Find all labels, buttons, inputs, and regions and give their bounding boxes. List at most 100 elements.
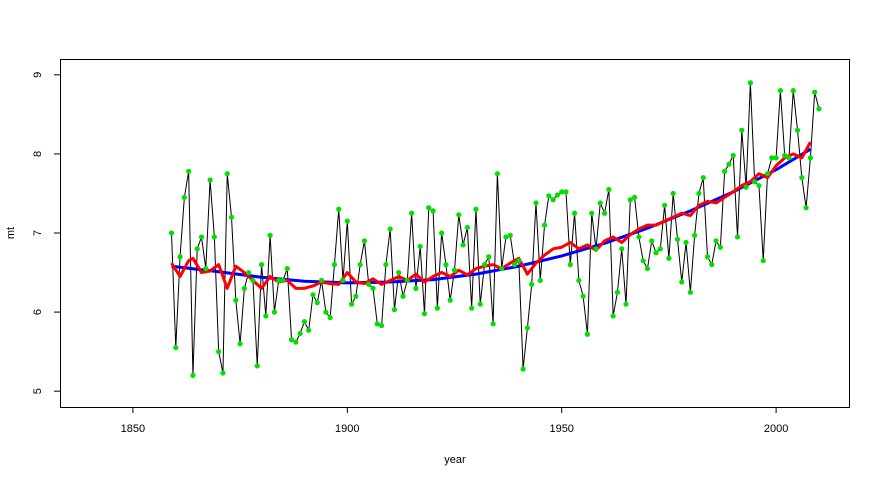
- observed-point: [773, 155, 779, 161]
- observed-point: [224, 171, 230, 177]
- observed-point: [348, 301, 355, 307]
- observed-point: [627, 197, 633, 203]
- observed-point: [571, 210, 578, 216]
- observed-point: [421, 311, 428, 317]
- observed-point: [254, 363, 260, 369]
- observed-point: [336, 206, 342, 212]
- observed-point: [537, 277, 543, 284]
- observed-point: [426, 205, 432, 211]
- observed-point: [400, 293, 406, 299]
- observed-point: [366, 281, 372, 288]
- observed-point: [211, 234, 217, 240]
- observed-point: [756, 182, 762, 189]
- observed-point: [623, 301, 629, 307]
- observed-point: [507, 232, 513, 238]
- observed-point: [439, 230, 445, 236]
- observed-point: [546, 193, 552, 199]
- observed-point: [430, 208, 436, 214]
- observed-point: [413, 285, 419, 291]
- observed-point: [443, 262, 449, 268]
- observed-point: [683, 239, 689, 246]
- observed-point: [653, 250, 659, 256]
- observed-point: [331, 262, 338, 268]
- observed-point: [203, 265, 209, 272]
- observed-point: [456, 212, 462, 218]
- observed-point: [499, 265, 505, 272]
- observed-point: [198, 234, 205, 240]
- observed-point: [370, 285, 376, 291]
- observed-point: [576, 277, 582, 284]
- observed-point: [589, 210, 595, 216]
- observed-point: [241, 285, 247, 291]
- observed-point: [687, 289, 693, 295]
- observed-point: [447, 297, 453, 303]
- y-axis-title: mt: [5, 227, 17, 239]
- observed-point: [657, 246, 663, 252]
- observed-point: [173, 345, 179, 351]
- observed-point: [520, 366, 526, 372]
- observed-point: [276, 277, 282, 284]
- observed-point: [297, 330, 303, 337]
- observed-point: [314, 300, 320, 306]
- smooth-series-line: [170, 141, 812, 290]
- observed-point: [743, 184, 749, 190]
- observed-point: [490, 321, 496, 327]
- x-axis: 1850 1900 1950 2000: [121, 407, 788, 435]
- observed-point: [584, 331, 591, 337]
- observed-point: [494, 171, 500, 177]
- observed-point: [631, 194, 638, 201]
- observed-point: [258, 262, 265, 268]
- y-tick-label: 7: [32, 230, 44, 236]
- observed-point: [812, 89, 818, 95]
- observed-point: [301, 318, 308, 325]
- observed-point: [559, 189, 565, 195]
- observed-point: [340, 277, 346, 284]
- observed-point: [464, 224, 470, 231]
- observed-point: [344, 218, 350, 224]
- observed-point: [524, 325, 530, 331]
- observed-point: [186, 168, 192, 174]
- observed-point: [516, 258, 522, 264]
- y-axis: 5 6 7 8 9: [32, 72, 60, 394]
- observed-point: [318, 277, 325, 284]
- observed-point: [267, 232, 273, 238]
- observed-point: [477, 301, 483, 307]
- y-tick-label: 5: [32, 388, 44, 394]
- trend-series-line: [171, 147, 812, 285]
- x-tick-label: 1900: [335, 423, 359, 435]
- observed-point: [396, 269, 402, 276]
- observed-point: [383, 262, 389, 268]
- observed-point: [293, 339, 299, 345]
- observed-point: [190, 372, 196, 378]
- observed-point: [610, 313, 616, 319]
- observed-point: [601, 210, 608, 216]
- observed-point: [216, 349, 222, 355]
- observed-point: [816, 106, 822, 112]
- observed-point: [353, 293, 359, 299]
- observed-point: [271, 309, 278, 315]
- observed-point: [233, 297, 239, 303]
- observed-point: [503, 234, 509, 240]
- y-tick-label: 6: [32, 309, 44, 315]
- observed-point: [409, 210, 415, 216]
- observed-point: [606, 186, 612, 193]
- observed-point: [181, 194, 187, 201]
- series-layer: [168, 80, 822, 378]
- observed-point: [782, 152, 788, 159]
- observed-point: [769, 155, 775, 161]
- observed-point: [666, 255, 672, 261]
- observed-point: [541, 222, 548, 228]
- observed-point: [696, 190, 702, 197]
- observed-point: [567, 262, 573, 268]
- observed-point: [177, 254, 183, 260]
- observed-point: [794, 127, 801, 133]
- observed-point: [649, 238, 655, 244]
- observed-point: [713, 238, 719, 244]
- observed-series-line: [170, 82, 820, 376]
- observed-point: [790, 88, 796, 94]
- x-tick-label: 1850: [121, 423, 145, 435]
- observed-point: [786, 155, 792, 161]
- observed-point: [417, 243, 423, 250]
- observed-point: [739, 127, 745, 133]
